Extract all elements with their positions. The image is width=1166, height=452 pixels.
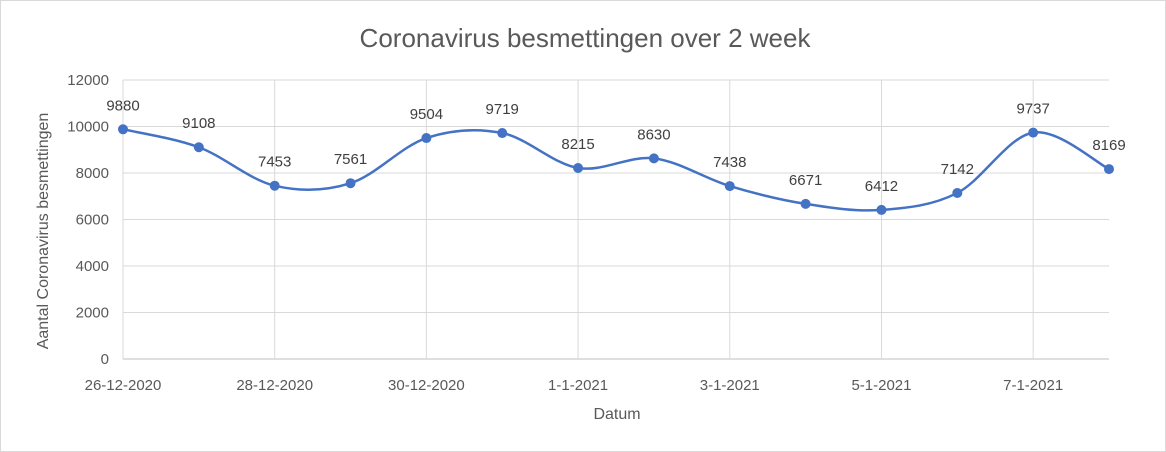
- data-point: [724, 181, 735, 192]
- data-label: 6671: [789, 172, 822, 189]
- data-label: 7142: [941, 161, 974, 178]
- x-tick-label: 1-1-2021: [548, 377, 608, 394]
- data-point: [1104, 164, 1114, 175]
- data-label: 9504: [410, 106, 443, 123]
- gridlines: [122, 79, 1109, 360]
- data-point: [118, 124, 128, 135]
- data-label: 9719: [486, 101, 519, 118]
- y-tick-label: 8000: [76, 165, 109, 182]
- data-label: 6412: [865, 178, 898, 195]
- data-label: 8169: [1092, 137, 1125, 154]
- y-tick-label: 6000: [76, 212, 109, 229]
- data-label: 9880: [106, 97, 139, 114]
- data-labels: 9880 9108 7453 7561 9504 9719 8215 8630 7438 6671…: [106, 97, 1125, 195]
- data-point: [952, 187, 963, 198]
- y-tick-label: 2000: [76, 305, 109, 322]
- data-label: 9108: [182, 115, 215, 132]
- y-tick-label: 4000: [76, 258, 109, 275]
- x-tick-label: 28-12-2020: [236, 377, 313, 394]
- y-tick-label: 10000: [67, 119, 109, 136]
- x-tick-label: 26-12-2020: [85, 377, 162, 394]
- chart-title: Coronavirus besmettingen over 2 week: [360, 23, 812, 53]
- data-point: [800, 198, 811, 209]
- data-label: 7561: [334, 151, 367, 168]
- x-tick-label: 5-1-2021: [851, 377, 911, 394]
- data-point: [345, 178, 356, 189]
- data-markers: [118, 124, 1114, 215]
- y-axis-title: Aantal Coronavirus besmettingen: [35, 113, 52, 350]
- x-tick-label: 7-1-2021: [1003, 377, 1063, 394]
- y-axis-ticks: 0 2000 4000 6000 8000 10000 12000: [67, 72, 109, 368]
- data-point: [573, 163, 584, 174]
- data-point: [193, 142, 204, 153]
- data-point: [497, 128, 508, 139]
- x-tick-label: 30-12-2020: [388, 377, 465, 394]
- data-point: [648, 153, 659, 164]
- data-label: 8630: [637, 126, 670, 143]
- data-point: [876, 204, 887, 215]
- data-point: [421, 133, 432, 144]
- data-point: [269, 180, 280, 191]
- x-axis-title: Datum: [593, 406, 640, 423]
- data-point: [1028, 127, 1039, 138]
- y-tick-label: 0: [101, 351, 109, 368]
- data-label: 7453: [258, 154, 291, 171]
- data-label: 9737: [1016, 101, 1049, 118]
- x-tick-label: 3-1-2021: [700, 377, 760, 394]
- x-axis-ticks: 26-12-2020 28-12-2020 30-12-2020 1-1-2021 3-…: [85, 377, 1064, 394]
- y-tick-label: 12000: [67, 72, 109, 89]
- data-label: 8215: [561, 136, 594, 153]
- data-label: 7438: [713, 154, 746, 171]
